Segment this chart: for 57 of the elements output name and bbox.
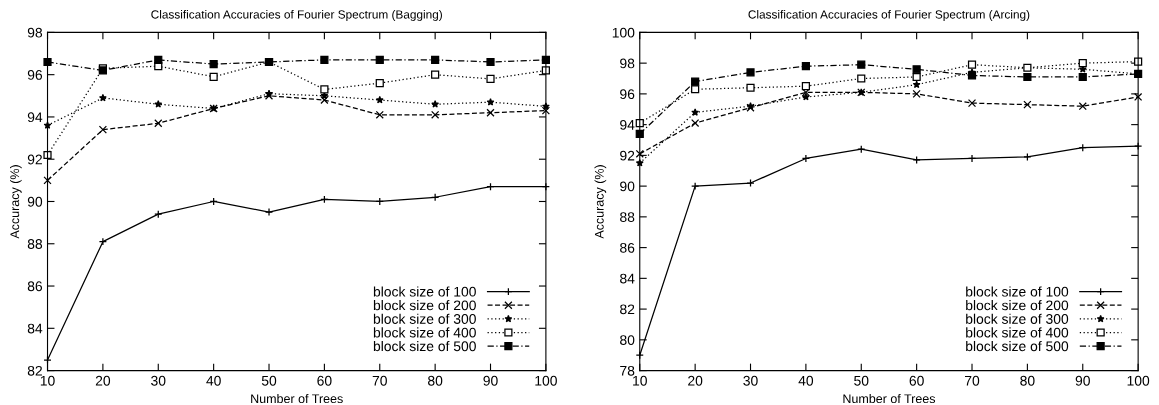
legend-label: block size of 500 [966,340,1069,352]
x-tick-label: 70 [965,375,980,386]
y-tick-label: 98 [27,27,43,38]
x-tick-label: 90 [1075,375,1090,386]
y-tick-label: 78 [620,365,635,376]
legend-label: block size of 100 [373,286,476,297]
y-tick-label: 94 [27,112,43,123]
legend-label: block size of 200 [373,300,476,311]
y-tick-label: 84 [620,273,635,284]
legend-label: block size of 200 [966,300,1069,311]
y-tick-label: 86 [27,281,43,292]
x-tick-label: 20 [688,375,703,386]
chart-title: Classification Accuracies of Fourier Spectrum (Arcing) [748,9,1030,21]
y-tick-label: 98 [620,58,635,69]
x-tick-label: 10 [633,375,647,386]
x-tick-label: 30 [151,375,166,386]
x-tick-label: 80 [428,375,443,386]
x-tick-label: 50 [854,375,869,386]
x-axis-title: Number of Trees [843,393,936,404]
x-tick-label: 50 [261,375,277,386]
legend-label: block size of 100 [966,286,1069,297]
y-tick-label: 90 [27,196,43,207]
x-tick-label: 100 [1127,375,1150,386]
legend-label: block size of 300 [966,313,1069,324]
x-tick-label: 40 [206,375,221,386]
chart-title: Classification Accuracies of Fourier Spectrum (Bagging) [151,9,442,21]
legend-label: block size of 400 [373,327,476,338]
x-tick-label: 90 [483,375,498,386]
x-tick-label: 10 [40,375,55,386]
y-tick-label: 96 [27,70,43,80]
y-tick-label: 82 [620,304,635,315]
y-tick-label: 90 [620,181,635,192]
y-tick-label: 92 [27,154,42,165]
x-tick-label: 40 [798,375,814,386]
x-tick-label: 80 [1020,375,1035,386]
y-tick-label: 88 [27,239,43,249]
x-tick-label: 70 [372,375,387,386]
y-axis-title: Accuracy (%) [594,165,607,239]
legend-label: block size of 500 [373,340,476,352]
y-axis-title: Accuracy (%) [10,165,22,239]
y-tick-label: 92 [620,150,635,161]
y-tick-label: 84 [27,323,43,334]
y-tick-label: 96 [620,89,635,100]
x-tick-label: 30 [743,375,758,386]
x-tick-label: 20 [95,375,111,386]
y-tick-label: 82 [27,365,42,376]
x-axis-title: Number of Trees [251,393,343,404]
x-tick-label: 60 [317,375,332,386]
y-tick-label: 100 [612,27,635,38]
y-tick-label: 88 [620,212,635,223]
legend-label: block size of 300 [373,313,476,324]
legend-label: block size of 400 [966,327,1069,338]
x-tick-label: 100 [535,375,557,386]
y-tick-label: 80 [620,335,635,345]
x-tick-label: 60 [909,375,924,386]
y-tick-label: 94 [620,119,635,130]
y-tick-label: 86 [620,242,635,253]
